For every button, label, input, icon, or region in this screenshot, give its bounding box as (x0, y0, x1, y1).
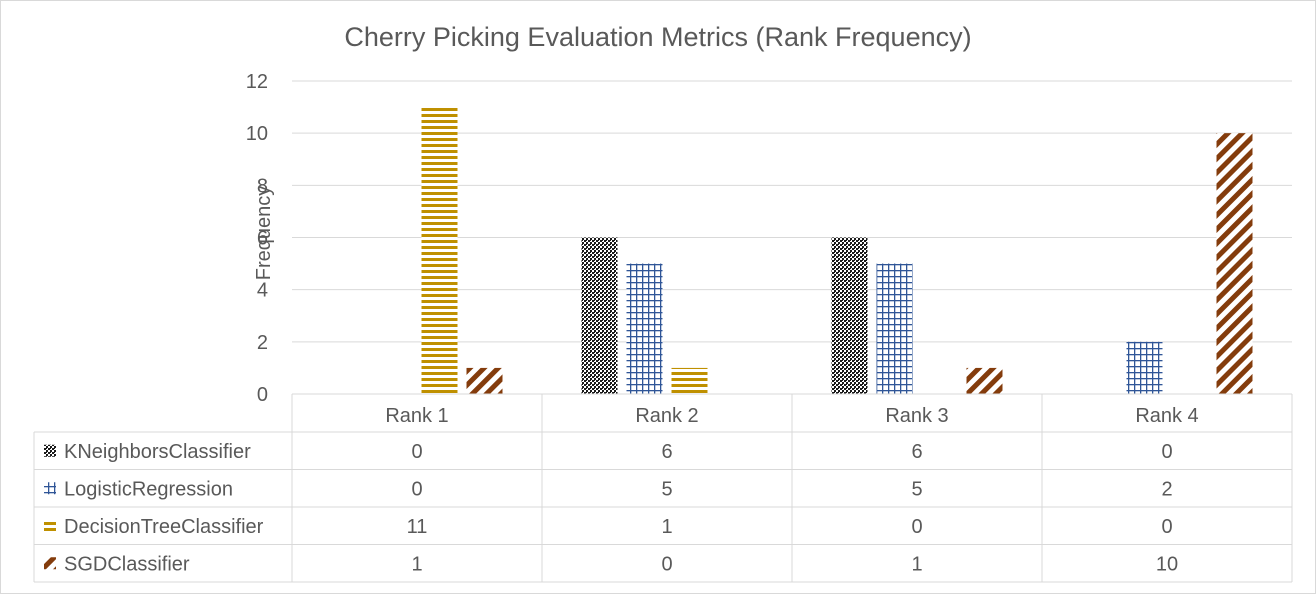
y-tick-label: 8 (257, 175, 268, 197)
y-tick-label: 2 (257, 332, 268, 354)
bar-KNeighborsClassifier-rank-2 (581, 237, 618, 394)
data-label: 2 (1161, 478, 1172, 500)
legend-key-SGDClassifier (44, 557, 56, 570)
x-category-label: Rank 4 (1135, 405, 1198, 427)
legend-label: DecisionTreeClassifier (64, 516, 264, 538)
bar-LogisticRegression-rank-2 (626, 263, 663, 394)
data-label: 0 (661, 553, 672, 575)
gridlines (292, 80, 1292, 343)
y-tick-label: 12 (246, 71, 268, 93)
data-label: 0 (1161, 516, 1172, 538)
x-category-label: Rank 1 (385, 405, 448, 427)
y-tick-label: 6 (257, 228, 268, 250)
chart-title: Cherry Picking Evaluation Metrics (Rank … (344, 22, 971, 52)
data-label: 6 (911, 441, 922, 463)
data-label: 6 (661, 441, 672, 463)
data-label: 1 (661, 516, 672, 538)
bars (421, 107, 1253, 394)
legend-label: SGDClassifier (64, 553, 190, 575)
bar-SGDClassifier-rank-4 (1216, 133, 1253, 394)
bar-SGDClassifier-rank-1 (466, 367, 503, 394)
data-label: 1 (911, 553, 922, 575)
y-tick-label: 0 (257, 384, 268, 406)
data-label: 5 (661, 478, 672, 500)
x-category-label: Rank 2 (635, 405, 698, 427)
data-table: Rank 1 Rank 2 Rank 3 Rank 4 KNeighborsClassi… (33, 393, 1293, 583)
bar-SGDClassifier-rank-3 (966, 367, 1003, 394)
legend-key-DecisionTreeClassifier (44, 519, 56, 532)
bar-LogisticRegression-rank-3 (876, 263, 913, 394)
bar-DecisionTreeClassifier-rank-2 (671, 367, 708, 394)
data-label: 11 (407, 516, 428, 538)
legend-label: LogisticRegression (64, 478, 233, 500)
data-label: 0 (411, 478, 422, 500)
legend-label: KNeighborsClassifier (64, 441, 251, 463)
legend-key-KNeighborsClassifier (44, 444, 56, 457)
bar-KNeighborsClassifier-rank-3 (831, 237, 868, 394)
data-label: 10 (1156, 553, 1178, 575)
data-label: 5 (911, 478, 922, 500)
data-label: 0 (411, 441, 422, 463)
bar-LogisticRegression-rank-4 (1126, 341, 1163, 394)
y-tick-label: 10 (246, 123, 268, 145)
data-label: 0 (911, 516, 922, 538)
x-category-label: Rank 3 (885, 405, 948, 427)
legend-key-LogisticRegression (44, 482, 56, 495)
y-tick-label: 4 (257, 280, 268, 302)
bar-DecisionTreeClassifier-rank-1 (421, 107, 458, 394)
y-axis-ticks: 0 2 4 6 8 10 12 (246, 71, 268, 406)
data-label: 1 (411, 553, 422, 575)
data-label: 0 (1161, 441, 1172, 463)
y-axis-label: Frequency (253, 186, 275, 281)
